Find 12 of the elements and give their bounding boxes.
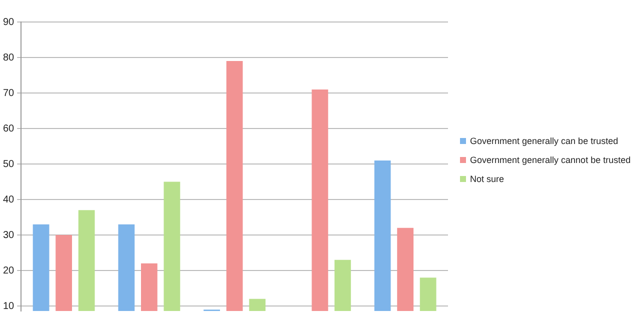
y-tick-label: 70 [3,88,15,99]
y-tick-label: 90 [3,16,15,28]
legend-label: Government generally can be trusted [470,136,618,146]
y-tick-label: 40 [3,194,15,206]
y-tick-label: 50 [3,158,15,170]
y-tick-label: 60 [3,123,15,134]
legend-label: Not sure [470,174,504,184]
legend-label: Government generally cannot be trusted [470,155,631,165]
y-tick-label: 10 [3,300,15,312]
y-tick-label: 30 [3,230,15,241]
y-tick-label: 80 [3,52,15,64]
y-tick-label: 20 [3,265,15,276]
